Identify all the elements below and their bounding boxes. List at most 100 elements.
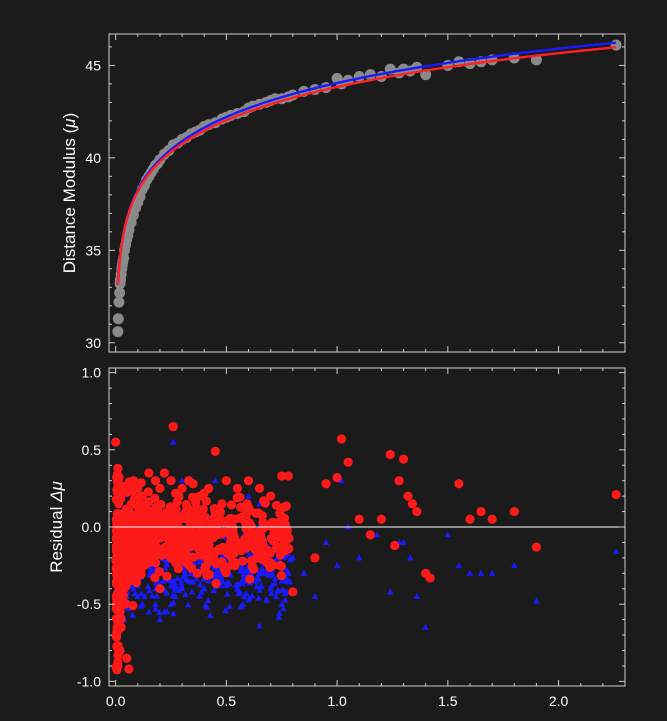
residual-triangle [226,603,234,610]
residual-circle [247,561,257,572]
residual-triangle [255,594,262,601]
residual-circle [117,591,127,602]
residual-triangle [413,592,421,599]
residual-circle [181,538,191,548]
residual-circle [111,632,122,642]
residual-circle [218,545,228,555]
residual-circle [238,556,248,566]
residual-circle [136,569,146,580]
residual-circle [179,509,189,519]
residual-circle [172,497,182,507]
residual-circle [113,571,123,581]
top-data-point [610,39,622,51]
residual-triangle [344,523,352,530]
residual-triangle [466,569,474,576]
residual-circle [119,599,130,609]
residual-triangle [224,590,231,597]
residual-circle [332,473,342,483]
residual-triangle [271,574,279,582]
residual-triangle [174,575,181,582]
residual-circle [141,505,151,516]
residual-triangle [218,552,225,559]
residual-circle [229,531,239,542]
residual-circle [168,508,178,518]
residual-triangle [235,590,242,597]
residual-circle [412,506,422,517]
top-y-tick-label: 35 [85,242,101,258]
residual-triangle [268,581,275,588]
residual-circle [144,468,154,478]
residual-circle [124,664,134,674]
residual-circle [243,476,254,486]
residual-circle [128,476,138,486]
bottom-x-tick-label: 0.0 [106,693,126,709]
residual-triangle [333,561,341,569]
residual-triangle [200,585,208,592]
residual-circle [310,553,320,563]
residual-triangle [188,588,196,595]
residual-triangle [163,589,171,596]
residual-circle [232,483,243,494]
residual-triangle [193,575,200,582]
residual-triangle [256,586,264,593]
residual-triangle [130,585,137,592]
residual-circle [253,527,263,537]
residual-triangle [175,586,183,593]
residual-triangle [406,554,414,561]
residual-circle [283,471,293,481]
residual-triangle [222,607,229,614]
residual-triangle [255,569,263,577]
residual-triangle [373,531,381,538]
residual-triangle [138,600,146,607]
residual-triangle [278,600,285,607]
residual-circle [161,549,171,559]
residual-circle [221,476,231,486]
residual-circle [211,521,222,531]
residual-triangle [400,538,407,545]
residual-triangle [533,597,540,604]
residual-triangle [511,561,518,569]
residual-circle [376,514,386,524]
residual-triangle [207,611,214,619]
bottom-y-tick-label: -0.5 [77,596,101,612]
residual-triangle [181,571,189,578]
top-data-point [114,287,126,299]
residual-circle [215,514,226,524]
bottom-y-tick-label: 0.5 [82,442,102,458]
residual-circle [121,518,131,528]
residual-circle [150,573,160,583]
residual-triangle [138,590,145,597]
residual-triangle [444,531,452,538]
residual-triangle [289,554,297,561]
residual-triangle [248,592,256,599]
residual-circle [407,499,417,509]
residual-circle [390,540,400,551]
residual-triangle [240,577,248,584]
residual-circle [275,550,285,560]
residual-circle [321,479,331,489]
residual-triangle [146,569,154,576]
residual-circle [244,527,254,537]
top-y-tick-label: 40 [85,150,101,166]
residual-circle [210,446,220,456]
residual-triangle [477,569,485,576]
residual-triangle [262,569,270,576]
residual-triangle [263,596,270,603]
residual-triangle [258,564,266,572]
residual-triangle [171,584,178,591]
residual-triangle [267,585,274,592]
residual-triangle [197,581,204,588]
residual-triangle [178,477,186,484]
residual-circle [207,556,217,566]
residual-circle [204,483,214,494]
bottom-x-axis: 0.0 0.5 1.0 1.5 2.0 [106,368,626,709]
residual-circle [113,463,123,473]
residual-triangle [181,567,188,574]
residual-triangle [163,561,171,568]
residual-circle [277,471,287,481]
residual-triangle [271,579,278,586]
residual-circle [127,512,137,523]
residual-triangle [178,585,186,592]
residual-circle [173,517,183,527]
